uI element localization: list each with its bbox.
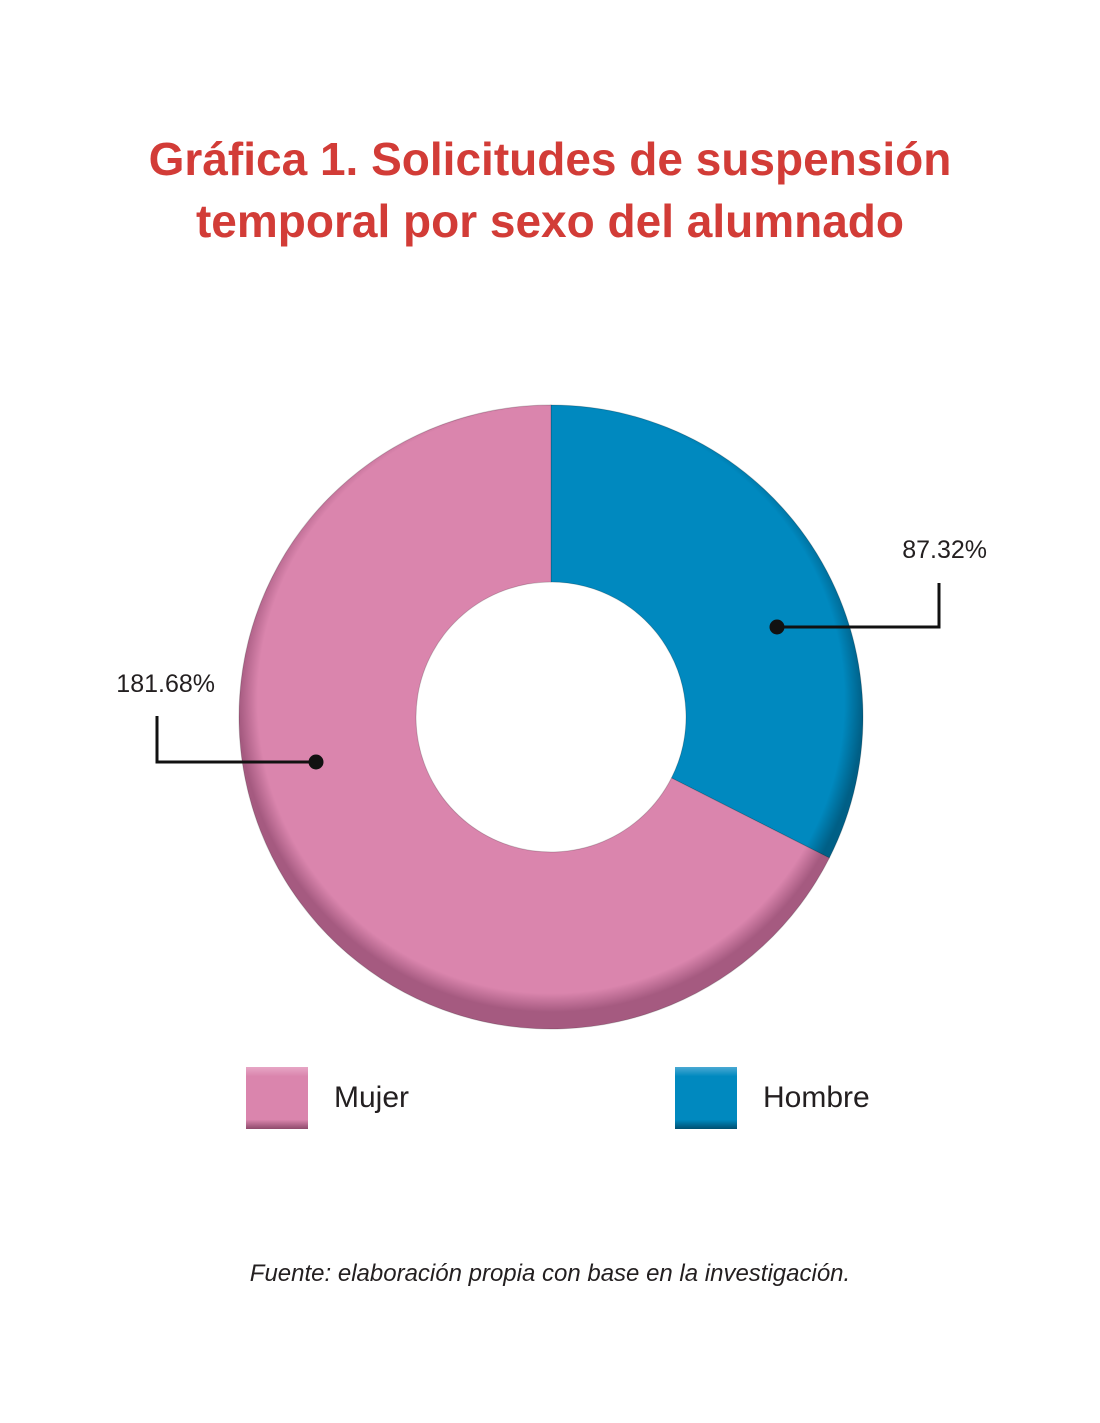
callout-line-mujer (155, 716, 316, 764)
callout-hombre: 87.32% (769, 536, 987, 635)
data-label-hombre: 87.32% (902, 536, 987, 564)
legend-label-mujer: Mujer (334, 1081, 410, 1114)
callout-mujer: 181.68% (116, 670, 324, 770)
legend-swatch-hombre (675, 1067, 737, 1129)
slice-hombre (550, 404, 864, 859)
legend-label-hombre: Hombre (763, 1081, 870, 1114)
chart-title-line-2: temporal por sexo del alumnado (195, 195, 905, 247)
data-label-mujer: 181.68% (116, 670, 215, 698)
legend-item-mujer: Mujer (246, 1067, 409, 1129)
donut-slices (238, 404, 864, 1030)
chart-title-line-1: Gráfica 1. Solicitudes de suspensión (148, 133, 952, 185)
chart-title: Gráfica 1. Solicitudes de suspensión tem… (0, 128, 1100, 252)
source-note: Fuente: elaboración propia con base en l… (249, 1260, 851, 1287)
legend-item-hombre: Hombre (675, 1067, 870, 1129)
callout-dot-hombre (769, 619, 785, 635)
callout-line-hombre (777, 583, 941, 629)
legend-swatch-mujer (246, 1067, 308, 1129)
slice-mujer (238, 404, 831, 1030)
callout-dot-mujer (308, 754, 324, 770)
